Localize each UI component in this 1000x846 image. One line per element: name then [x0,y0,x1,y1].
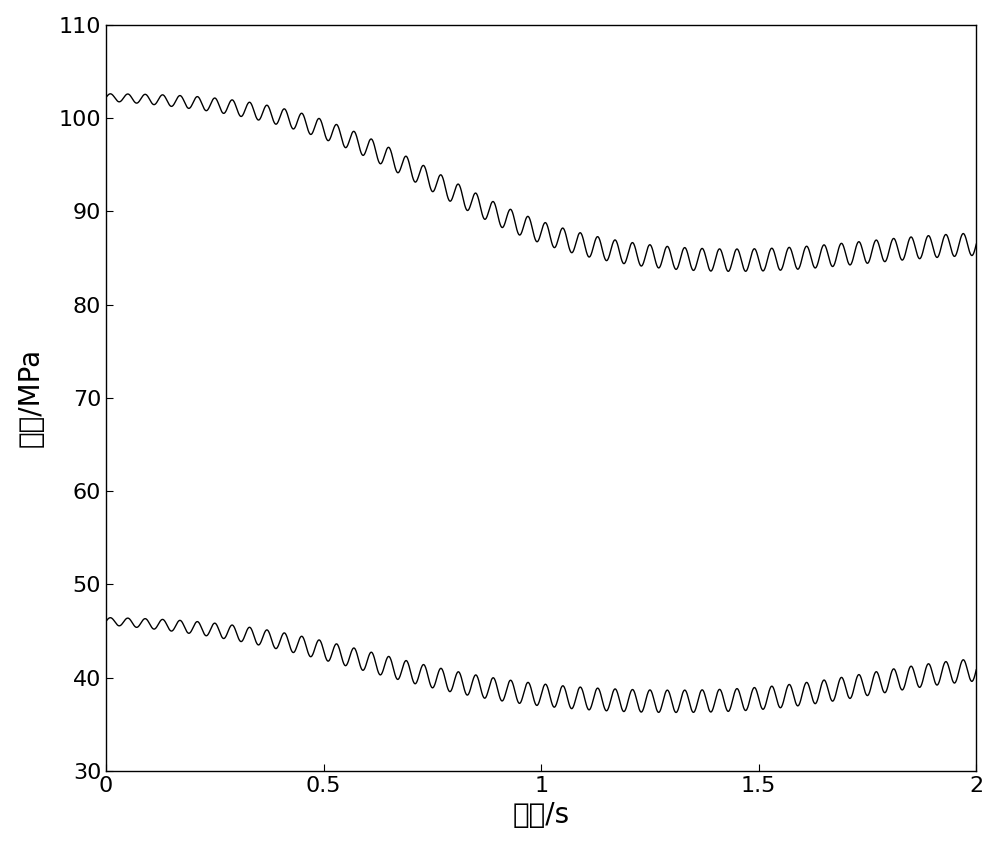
X-axis label: 时间/s: 时间/s [513,801,570,829]
Y-axis label: 幅値/MPa: 幅値/MPa [17,349,45,448]
